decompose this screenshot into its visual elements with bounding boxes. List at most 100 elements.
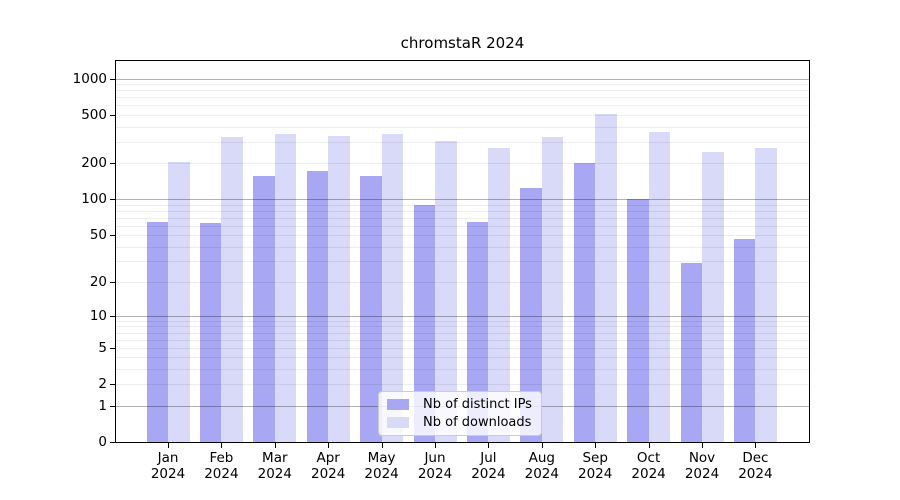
x-tick-year: 2024 [524,466,559,482]
y-gridline-minor [116,115,809,116]
bar-downloads [221,136,243,442]
y-tick [110,281,115,283]
bar-downloads [702,151,724,442]
x-tick [541,443,543,448]
x-tick-year: 2024 [417,466,453,482]
y-gridline-minor [116,97,809,99]
x-tick [168,443,169,448]
x-tick-label: Jan 2024 [136,450,200,482]
bar-distinct-ips [573,163,596,442]
x-tick-year: 2024 [257,466,292,482]
bar-distinct-ips [146,221,168,442]
y-tick-label: 500 [81,107,107,123]
bar-downloads [488,148,510,442]
y-tick-label: 50 [89,227,107,244]
y-gridline-minor [116,217,809,219]
y-tick [110,347,115,349]
y-tick-label: 20 [89,273,107,290]
y-tick [110,405,115,407]
y-gridline-minor [116,347,809,349]
legend-entry-downloads: Nb of downloads [387,415,532,430]
bar-downloads [168,161,190,442]
legend: Nb of distinct IPs Nb of downloads [378,391,542,436]
x-tick-year: 2024 [578,466,613,482]
x-tick-label: Aug 2024 [510,450,574,482]
y-gridline-minor [116,369,809,371]
x-tick-year: 2024 [204,466,239,482]
x-tick-month: Mar [262,450,288,466]
bar-distinct-ips [253,176,275,442]
y-gridline-major [116,199,809,201]
bar-distinct-ips [413,205,435,442]
bar-distinct-ips [360,176,382,442]
legend-label-downloads: Nb of downloads [423,415,532,430]
x-tick-month: Jul [480,450,497,466]
y-gridline-minor [116,326,809,328]
y-gridline-minor [116,90,809,92]
legend-entry-distinct-ips: Nb of distinct IPs [387,397,532,412]
bar-downloads [755,148,777,442]
x-tick-year: 2024 [364,466,399,482]
x-tick-month: Nov [688,450,716,466]
y-gridline-minor [116,141,809,143]
y-gridline-minor [116,105,809,107]
plot-area [115,60,810,443]
y-gridline-minor [116,163,809,164]
y-gridline-minor [116,84,809,86]
x-tick-label: Sep 2024 [563,450,627,482]
y-gridline-minor [116,235,809,237]
x-tick [435,443,436,448]
x-tick [488,443,490,448]
bar-downloads [648,132,671,442]
y-tick [110,163,115,164]
bar-distinct-ips [466,222,489,442]
x-tick [328,443,330,448]
x-tick-year: 2024 [150,466,186,482]
y-gridline-minor [116,225,809,227]
x-tick-label: Apr 2024 [296,450,360,482]
x-tick-month: Aug [528,450,555,466]
bar-downloads [328,136,350,442]
y-tick-label: 0 [98,434,107,450]
x-tick [381,443,383,448]
x-tick-label: Jun 2024 [403,450,467,482]
x-tick-label: Jul 2024 [456,450,520,482]
y-tick-label: 5 [98,339,107,356]
y-tick [110,442,115,443]
y-gridline-major [116,78,809,80]
bar-downloads [274,134,297,442]
y-gridline-minor [116,357,809,359]
y-gridline-minor [116,246,809,248]
y-gridline-minor [116,261,809,263]
y-gridline-minor [116,210,809,212]
x-tick [755,443,757,448]
x-tick-month: Sep [582,450,608,466]
bar-downloads [541,136,564,442]
x-tick-label: Oct 2024 [617,450,681,482]
bar-distinct-ips [627,199,649,442]
bar-distinct-ips [680,263,702,442]
chart-title: chromstaR 2024 [400,34,525,52]
x-tick-label: May 2024 [350,450,414,482]
x-tick-label: Dec 2024 [723,450,787,482]
x-tick-label: Mar 2024 [243,450,307,482]
x-tick-month: May [367,450,396,466]
y-tick-label: 1000 [72,70,107,87]
x-tick-month: Dec [742,450,769,466]
x-tick [221,443,223,448]
y-tick [110,199,115,201]
legend-label-distinct-ips: Nb of distinct IPs [423,397,532,412]
legend-swatch-downloads [387,417,409,428]
legend-swatch-distinct-ips [387,399,409,410]
x-tick-month: Oct [636,450,661,466]
bar-distinct-ips [199,223,222,442]
x-tick-year: 2024 [471,466,506,482]
bar-downloads [381,133,404,442]
x-tick-label: Nov 2024 [670,450,734,482]
y-gridline-major [116,315,809,317]
x-tick-month: Jan [157,450,179,466]
x-tick-year: 2024 [311,466,346,482]
x-tick-year: 2024 [631,466,666,482]
bar-distinct-ips [733,239,756,442]
